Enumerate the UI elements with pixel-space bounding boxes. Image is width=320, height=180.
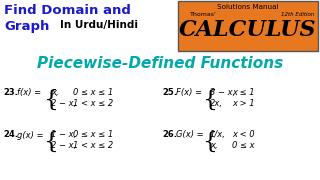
Text: {: { bbox=[43, 89, 58, 111]
Text: {: { bbox=[202, 89, 217, 111]
Text: 2 − x,: 2 − x, bbox=[51, 141, 76, 150]
Text: {: { bbox=[202, 130, 217, 152]
Text: Solutions Manual: Solutions Manual bbox=[217, 4, 279, 10]
Text: {: { bbox=[43, 130, 58, 152]
Text: x,: x, bbox=[51, 88, 59, 97]
Text: Find Domain and: Find Domain and bbox=[4, 4, 131, 17]
Text: 1 < x ≤ 2: 1 < x ≤ 2 bbox=[73, 141, 113, 150]
Text: Piecewise-Defined Functions: Piecewise-Defined Functions bbox=[37, 56, 283, 71]
Text: 0 ≤ x: 0 ≤ x bbox=[232, 141, 255, 150]
Text: 24.: 24. bbox=[3, 130, 18, 139]
Text: g(x) =: g(x) = bbox=[17, 130, 44, 140]
Text: 1 < x ≤ 2: 1 < x ≤ 2 bbox=[73, 99, 113, 108]
Text: 1/x,: 1/x, bbox=[210, 130, 226, 139]
Text: CALCULUS: CALCULUS bbox=[179, 19, 317, 41]
Text: 23.: 23. bbox=[3, 88, 18, 97]
Text: 1 − x,: 1 − x, bbox=[51, 130, 76, 139]
Text: 26.: 26. bbox=[162, 130, 177, 139]
Text: Thomas': Thomas' bbox=[190, 12, 217, 17]
Text: 3 − x,: 3 − x, bbox=[210, 88, 235, 97]
Text: x ≤ 1: x ≤ 1 bbox=[232, 88, 255, 97]
Text: x < 0: x < 0 bbox=[232, 130, 255, 139]
Text: x,: x, bbox=[210, 141, 218, 150]
FancyBboxPatch shape bbox=[178, 1, 318, 51]
Text: Graph: Graph bbox=[4, 20, 49, 33]
Text: 2x,: 2x, bbox=[210, 99, 223, 108]
Text: 12th Edition: 12th Edition bbox=[281, 12, 314, 17]
Text: F(x) =: F(x) = bbox=[176, 89, 202, 98]
Text: f(x) =: f(x) = bbox=[17, 89, 41, 98]
Text: G(x) =: G(x) = bbox=[176, 130, 204, 140]
Text: 2 − x,: 2 − x, bbox=[51, 99, 76, 108]
Text: 25.: 25. bbox=[162, 88, 177, 97]
Text: 0 ≤ x ≤ 1: 0 ≤ x ≤ 1 bbox=[73, 88, 113, 97]
Text: In Urdu/Hindi: In Urdu/Hindi bbox=[60, 20, 138, 30]
Text: x > 1: x > 1 bbox=[232, 99, 255, 108]
Text: 0 ≤ x ≤ 1: 0 ≤ x ≤ 1 bbox=[73, 130, 113, 139]
